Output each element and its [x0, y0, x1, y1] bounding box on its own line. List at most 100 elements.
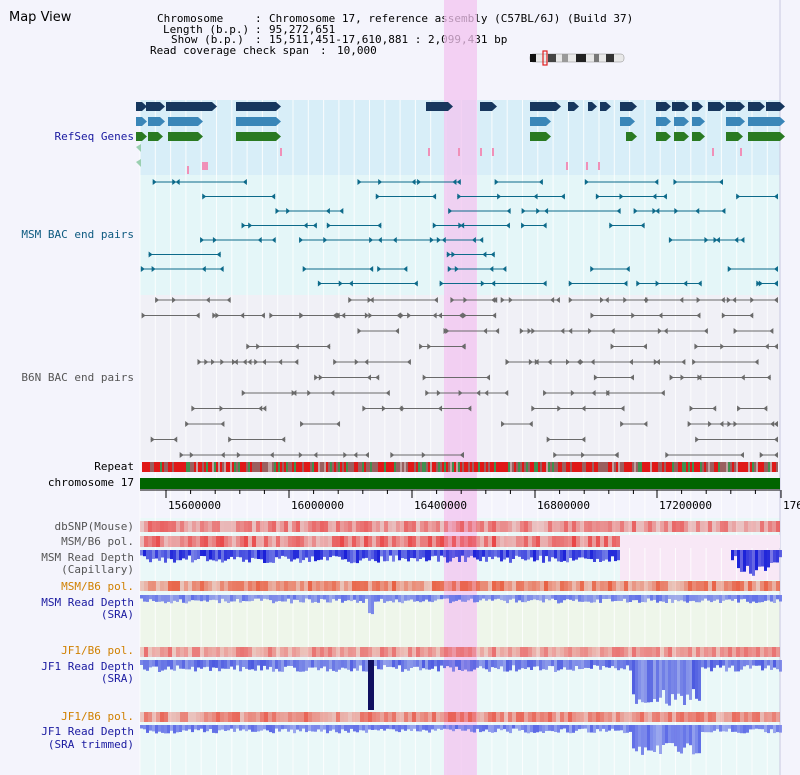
depth-bar [206, 550, 209, 562]
refseq-genes-track[interactable] [136, 102, 785, 174]
depth-bar [242, 725, 245, 730]
depth-bar [536, 660, 539, 667]
depth-bar [686, 660, 689, 695]
depth-bar [227, 725, 230, 731]
jf1-pol-strip [532, 647, 536, 657]
jf1-pol-strip-b [300, 712, 304, 722]
repeat-track-label[interactable]: Repeat [94, 460, 134, 473]
jf1-pol-strip-b [708, 712, 712, 722]
depth-bar [599, 550, 602, 562]
jf1-depth-label[interactable]: JF1 Read Depth [41, 660, 134, 673]
read-depth-tracks[interactable] [140, 550, 782, 755]
dbsnp-strip [584, 521, 588, 532]
depth-bar [500, 660, 503, 667]
depth-bar [599, 660, 602, 670]
dbsnp-strip [340, 521, 344, 532]
dbsnp-strip [752, 521, 756, 532]
chromosome-label: Chromosome [157, 12, 224, 25]
jf1-trim-label[interactable]: JF1 Read Depth [41, 725, 134, 738]
chromosome-bar[interactable] [140, 478, 780, 489]
jf1-pol-label-b[interactable]: JF1/B6 pol. [61, 710, 134, 723]
msm-pol-strip-b [244, 581, 248, 591]
repeat-track[interactable] [142, 462, 778, 472]
msm-depth-sra-label[interactable]: MSM Read Depth [41, 596, 134, 609]
dbsnp-strip [320, 521, 324, 532]
jf1-pol-strip [476, 647, 480, 657]
gene-feature [656, 132, 666, 141]
depth-bar [515, 725, 518, 729]
depth-bar [254, 660, 257, 671]
msm-pol-strip-b [692, 581, 696, 591]
depth-bar [140, 660, 143, 665]
jf1-pol-strip-b [196, 712, 200, 722]
msm-pol-strip-b [356, 581, 360, 591]
chromosome-ideogram[interactable] [529, 50, 625, 66]
depth-bar [491, 550, 494, 560]
depth-bar [557, 595, 560, 604]
depth-bar [353, 725, 356, 732]
msm-bac-track-label[interactable]: MSM BAC end pairs [21, 228, 134, 241]
b6n-bac-track-label[interactable]: B6N BAC end pairs [21, 371, 134, 384]
jf1-pol-strip-b [192, 712, 196, 722]
polymorphism-tracks[interactable] [140, 521, 780, 722]
msm-pol-strip-b [716, 581, 720, 591]
msm-pol-strip-b [160, 581, 164, 591]
dbsnp-strip [280, 521, 284, 532]
jf1-pol-strip [172, 647, 176, 657]
jf1-pol-strip [420, 647, 424, 657]
depth-bar [587, 595, 590, 602]
depth-bar [467, 550, 470, 558]
depth-bar [569, 725, 572, 734]
depth-bar [287, 550, 290, 559]
dbsnp-track-label[interactable]: dbSNP(Mouse) [54, 520, 134, 533]
msm-pol-strip-b [620, 581, 624, 591]
depth-bar [623, 725, 626, 734]
depth-bar [395, 725, 398, 732]
depth-bar [278, 725, 281, 732]
depth-bar [752, 660, 755, 666]
msm-pol-strip [444, 536, 448, 547]
msm-pol-strip-b [224, 581, 228, 591]
depth-bar [515, 660, 518, 672]
msm-pol-strip [524, 536, 528, 547]
depth-bar [452, 725, 455, 732]
depth-bar [683, 660, 686, 705]
depth-bar [440, 595, 443, 600]
depth-bar [197, 660, 200, 668]
msm-pol-strip [440, 536, 444, 547]
b6n-bac-track[interactable] [141, 297, 778, 458]
msm-b6-pol-label-b[interactable]: MSM/B6 pol. [61, 580, 134, 593]
depth-bar [416, 595, 419, 602]
depth-bar [587, 660, 590, 668]
msm-pol-strip-b [564, 581, 568, 591]
gene-feature [148, 117, 160, 126]
depth-bar [713, 660, 716, 668]
depth-bar [143, 660, 146, 670]
jf1-pol-strip [152, 647, 156, 657]
jf1-pol-label-a[interactable]: JF1/B6 pol. [61, 644, 134, 657]
depth-bar [446, 660, 449, 667]
depth-bar [701, 725, 704, 732]
chromosome-track-label[interactable]: chromosome 17 [47, 476, 134, 489]
dbsnp-strip [360, 521, 364, 532]
depth-bar [542, 550, 545, 563]
depth-bar [524, 595, 527, 603]
jf1-pol-strip [220, 647, 224, 657]
refseq-track-label[interactable]: RefSeq Genes [54, 130, 134, 143]
msm-depth-capillary-label[interactable]: MSM Read Depth [41, 551, 134, 564]
jf1-pol-strip [292, 647, 296, 657]
dbsnp-strip [656, 521, 660, 532]
msm-pol-strip [228, 536, 232, 547]
depth-bar [230, 550, 233, 557]
msm-pol-strip-b [532, 581, 536, 591]
msm-pol-strip [612, 536, 616, 547]
jf1-pol-strip-b [252, 712, 256, 722]
depth-bar [560, 725, 563, 730]
dbsnp-strip [436, 521, 440, 532]
msm-b6-pol-label-a[interactable]: MSM/B6 pol. [61, 535, 134, 548]
jf1-pol-strip [512, 647, 516, 657]
jf1-pol-strip-b [540, 712, 544, 722]
depth-bar [326, 725, 329, 734]
msm-bac-track[interactable] [140, 179, 778, 287]
